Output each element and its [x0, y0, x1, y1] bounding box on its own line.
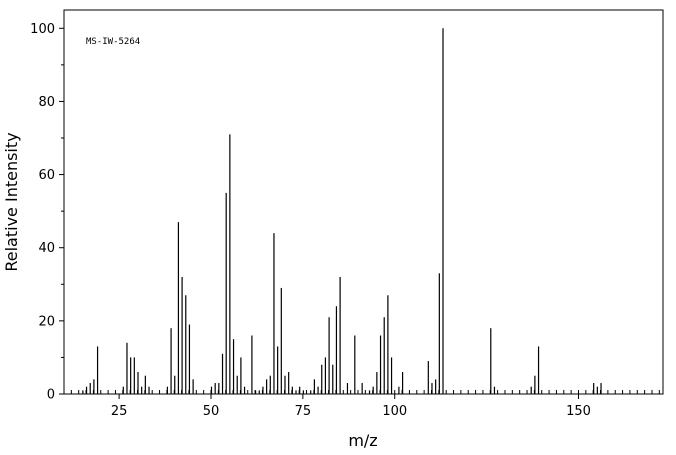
y-tick-label: 80	[38, 95, 55, 110]
y-tick-label: 100	[30, 22, 55, 37]
y-tick-label: 60	[38, 168, 55, 183]
y-tick-label: 0	[47, 388, 55, 403]
x-minor-ticks	[70, 390, 660, 394]
spectrum-peaks	[82, 28, 602, 394]
spectrum-id-annotation: MS-IW-5264	[86, 37, 140, 47]
plot-frame	[63, 9, 664, 395]
x-axis-title: m/z	[348, 431, 377, 450]
x-axis-ticks: 25 50 75 100 150	[111, 394, 591, 419]
y-tick-label: 40	[38, 241, 55, 256]
x-tick-label: 25	[111, 404, 128, 419]
x-tick-label: 100	[382, 404, 407, 419]
y-axis-title: Relative Intensity	[2, 132, 21, 271]
x-tick-label: 150	[566, 404, 591, 419]
y-tick-label: 20	[38, 314, 55, 329]
y-axis-ticks: 0 20 40 60 80 100	[30, 22, 64, 403]
x-tick-label: 50	[203, 404, 220, 419]
x-tick-label: 75	[295, 404, 312, 419]
